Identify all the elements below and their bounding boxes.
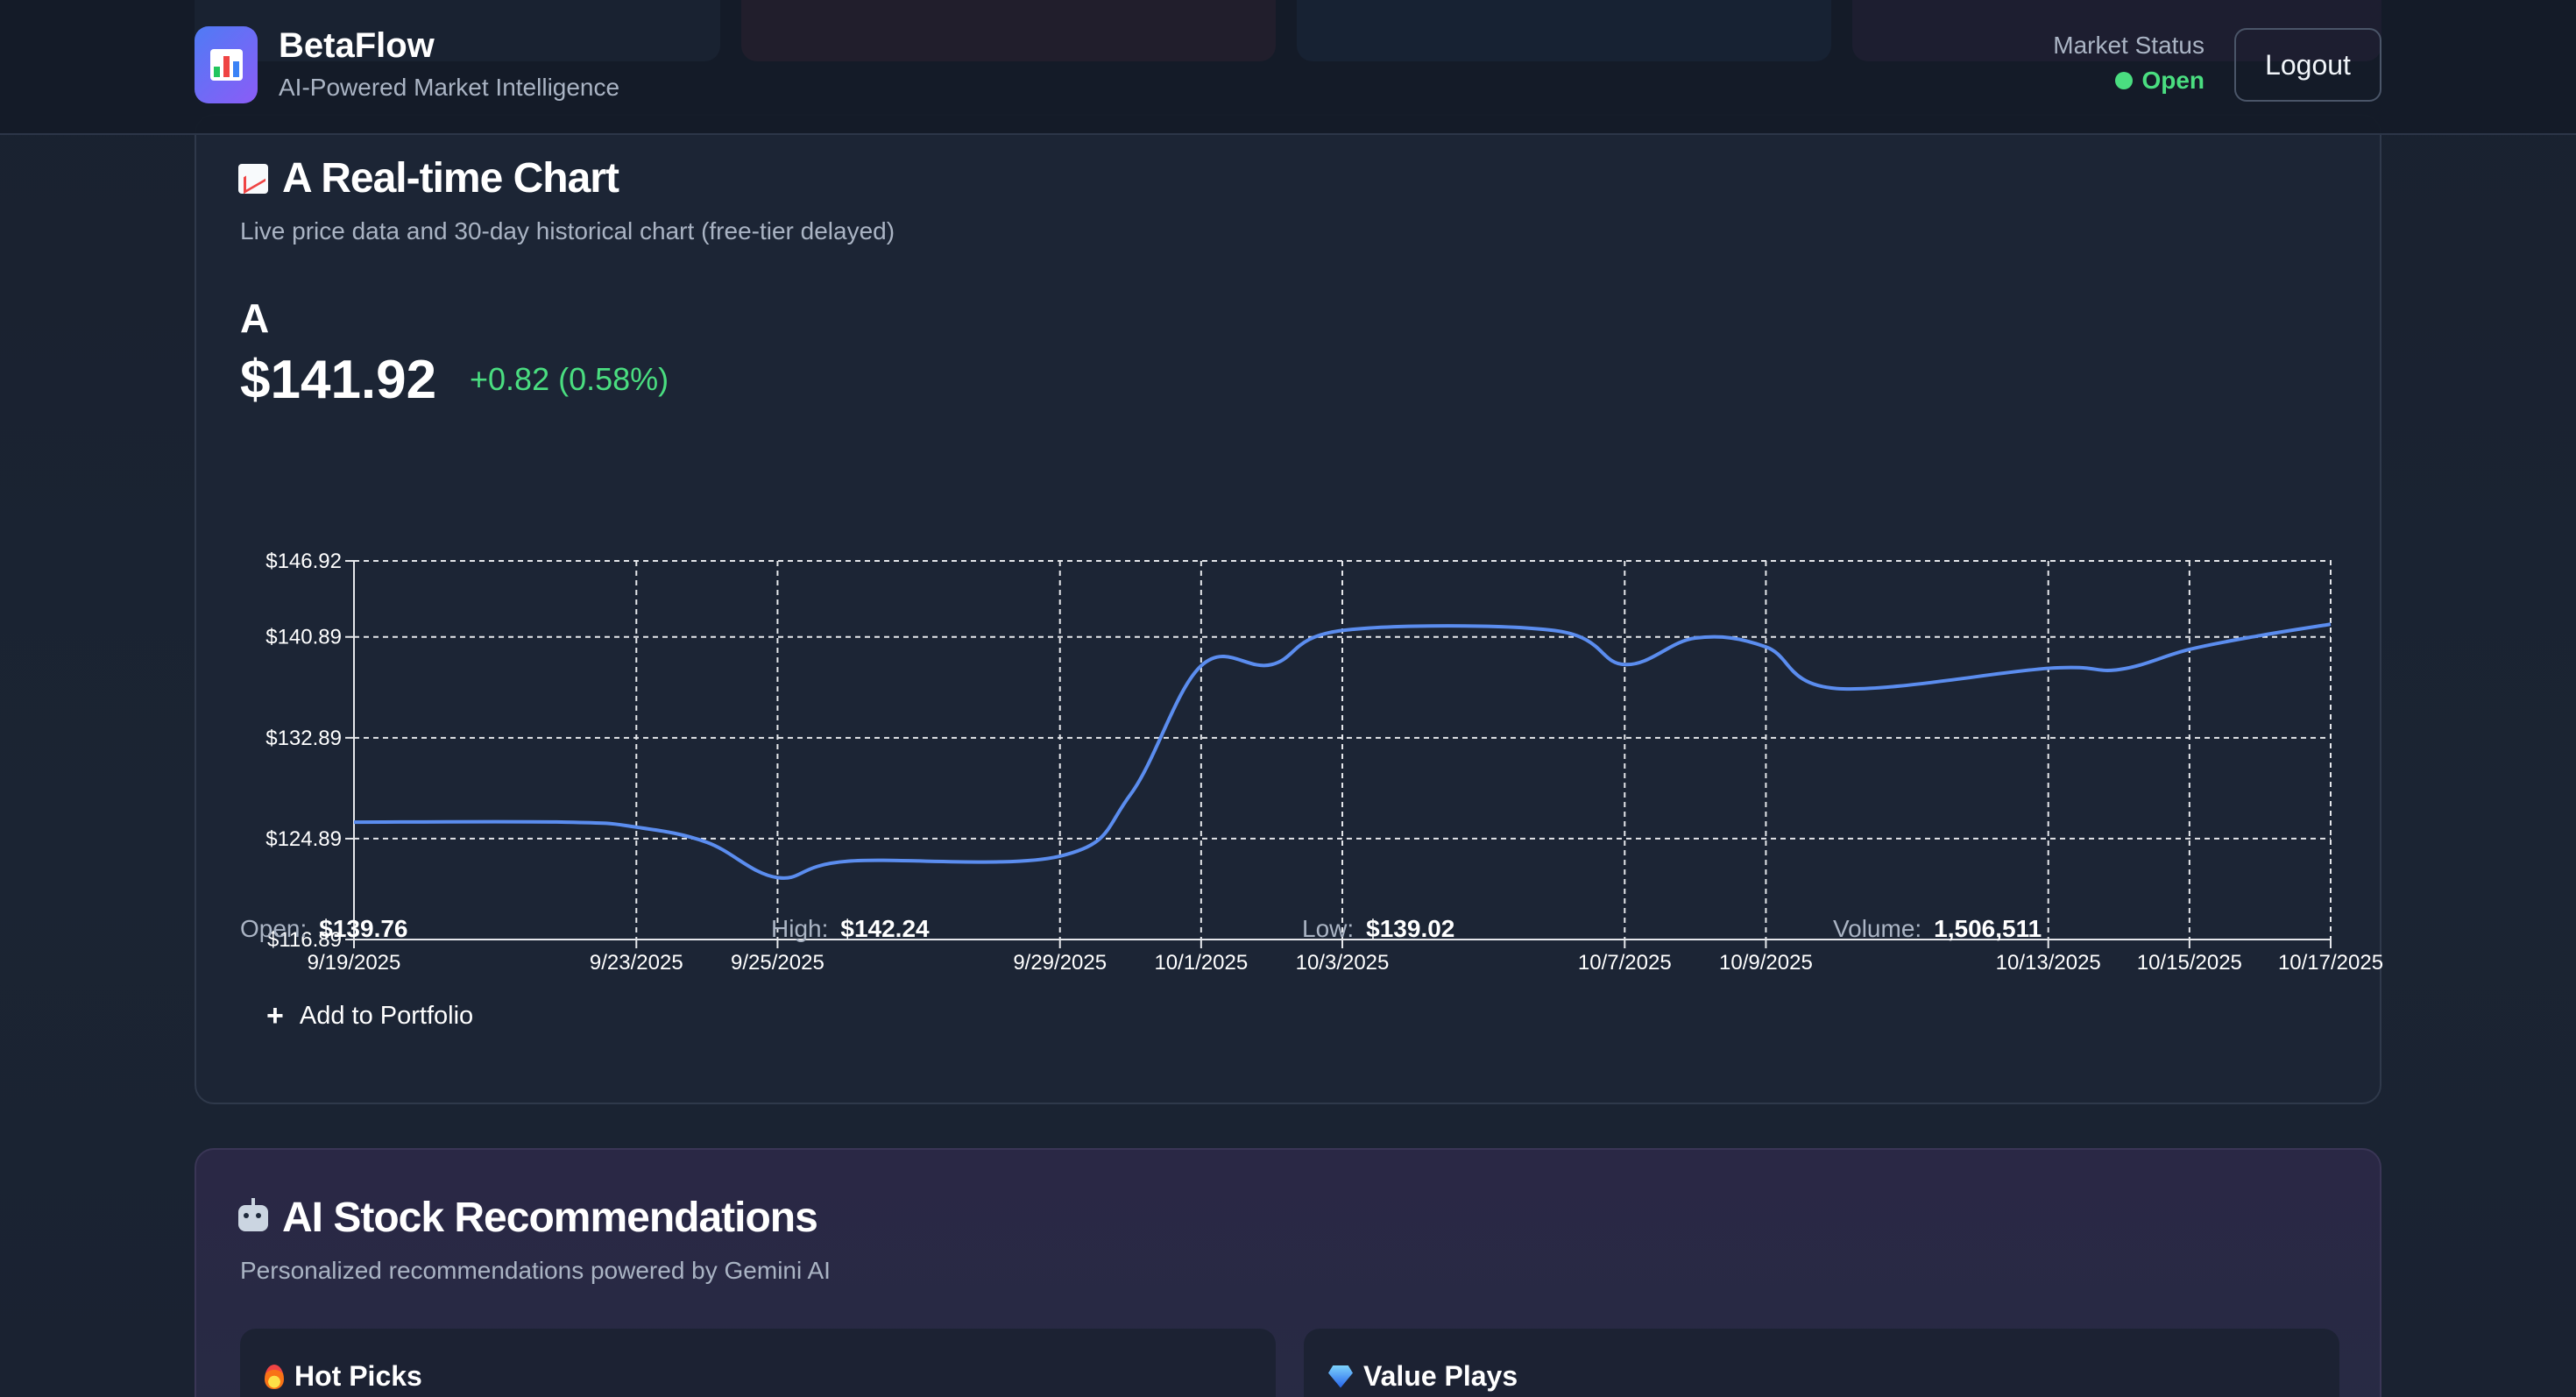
- price-chart[interactable]: $116.89 $124.89 $132.89 $140.89 $146.92 9/19/…: [196, 440, 2383, 983]
- x-tick-label: 10/17/2025: [2278, 951, 2383, 975]
- price-change: +0.82 (0.58%): [470, 361, 669, 397]
- robot-icon: [238, 1197, 268, 1231]
- x-tick-label: 9/19/2025: [308, 951, 401, 975]
- y-tick-label: $116.89: [267, 928, 342, 952]
- chart-card-title: A Real-time Chart: [238, 154, 619, 202]
- add-to-portfolio-button[interactable]: + Add to Portfolio: [266, 999, 473, 1033]
- stat-value: $139.02: [1366, 915, 1455, 942]
- x-tick-label: 10/1/2025: [1154, 951, 1248, 975]
- stat-value: $142.24: [840, 915, 930, 942]
- bar-chart-icon: [209, 49, 243, 81]
- stat-value: $139.76: [319, 915, 408, 942]
- plus-icon: +: [266, 999, 284, 1032]
- recommendations-title-text: AI Stock Recommendations: [282, 1195, 818, 1241]
- chart-card-title-text: A Real-time Chart: [282, 155, 619, 202]
- market-status-value: Open: [2141, 67, 2204, 94]
- price-stats: Open: $139.76 High: $142.24 Low: $139.02 Vo…: [240, 915, 2343, 950]
- realtime-chart-card: A Real-time Chart Live price data and 30…: [195, 114, 2383, 1104]
- stat-label: High:: [771, 915, 829, 942]
- stat-open: Open: $139.76: [240, 915, 408, 943]
- x-tick-label: 10/3/2025: [1296, 951, 1390, 975]
- stat-label: Open:: [240, 915, 308, 942]
- background-summary-cards: [0, 0, 2576, 67]
- fire-icon: [265, 1364, 284, 1389]
- y-tick-label: $146.92: [265, 550, 342, 573]
- price-chart-svg: $116.89 $124.89 $132.89 $140.89 $146.92 9/19/…: [265, 550, 2383, 975]
- chart-card-subtitle: Live price data and 30-day historical ch…: [240, 217, 895, 245]
- market-status: Open: [2115, 67, 2204, 95]
- x-tick-label: 10/13/2025: [1996, 951, 2101, 975]
- brand-logo[interactable]: [195, 26, 258, 103]
- x-tick-label: 10/7/2025: [1578, 951, 1672, 975]
- ticker-symbol: A: [240, 295, 270, 341]
- stat-high: High: $142.24: [771, 915, 930, 943]
- stat-low: Low: $139.02: [1302, 915, 1454, 943]
- value-plays-title-text: Value Plays: [1363, 1360, 1518, 1392]
- price-series-line: [353, 622, 2332, 880]
- add-to-portfolio-label: Add to Portfolio: [299, 1002, 474, 1030]
- stat-value: 1,506,511: [1934, 915, 2042, 942]
- y-tick-label: $124.89: [265, 827, 342, 851]
- hot-picks-title: Hot Picks: [265, 1360, 422, 1393]
- value-plays-panel[interactable]: Value Plays: [1304, 1329, 2339, 1397]
- chart-increasing-icon: [238, 163, 268, 194]
- x-tick-label: 9/23/2025: [590, 951, 683, 975]
- market-status-label: Market Status: [2053, 32, 2204, 59]
- ai-recommendations-card: AI Stock Recommendations Personalized re…: [195, 1148, 2381, 1397]
- recommendations-title: AI Stock Recommendations: [238, 1194, 818, 1242]
- gem-icon: [1328, 1365, 1353, 1388]
- stat-label: Low:: [1302, 915, 1355, 942]
- current-price: $141.92: [240, 350, 437, 410]
- brand-tagline: AI-Powered Market Intelligence: [279, 74, 620, 101]
- x-tick-label: 9/29/2025: [1013, 951, 1107, 975]
- top-header: BetaFlow AI-Powered Market Intelligence …: [0, 0, 2576, 135]
- status-dot-icon: [2115, 72, 2134, 89]
- x-tick-label: 10/15/2025: [2137, 951, 2242, 975]
- x-tick-label: 9/25/2025: [731, 951, 824, 975]
- stat-volume: Volume: 1,506,511: [1833, 915, 2042, 943]
- stat-label: Volume:: [1833, 915, 1922, 942]
- y-tick-label: $132.89: [265, 727, 342, 750]
- x-tick-label: 10/9/2025: [1719, 951, 1813, 975]
- hot-picks-title-text: Hot Picks: [294, 1360, 422, 1392]
- value-plays-title: Value Plays: [1328, 1360, 1518, 1393]
- brand-name: BetaFlow: [279, 26, 435, 65]
- logout-button[interactable]: Logout: [2234, 28, 2381, 102]
- recommendations-subtitle: Personalized recommendations powered by …: [240, 1257, 831, 1284]
- y-tick-label: $140.89: [265, 626, 342, 649]
- hot-picks-panel[interactable]: Hot Picks: [240, 1329, 1276, 1397]
